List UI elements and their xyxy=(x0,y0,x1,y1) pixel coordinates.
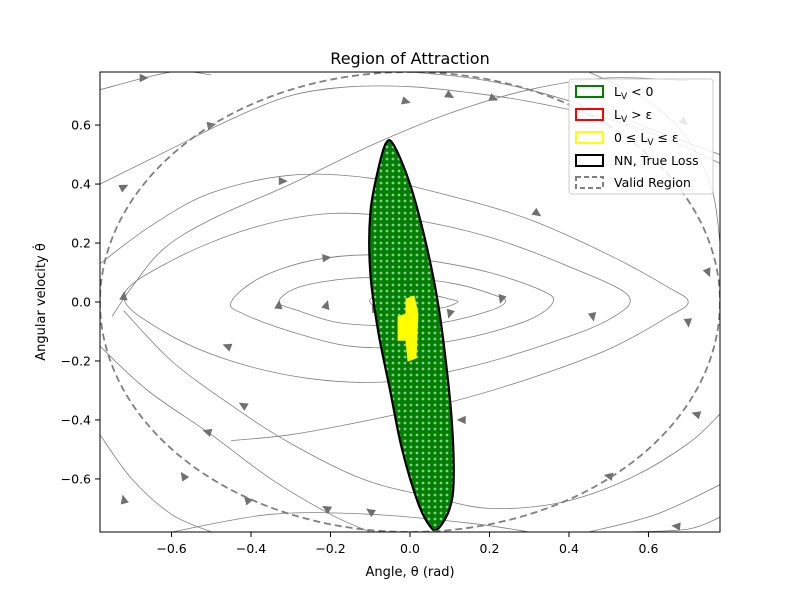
legend-box xyxy=(568,78,714,195)
x-tick-label: −0.4 xyxy=(236,541,266,556)
streamline-8 xyxy=(100,434,212,532)
y-tick-label: 0.6 xyxy=(71,118,91,133)
y-tick-label: −0.2 xyxy=(61,353,91,368)
x-axis-ticks: −0.6 −0.4 −0.2 0.0 0.2 0.4 0.6 xyxy=(156,532,658,556)
x-tick-label: 0.4 xyxy=(559,541,579,556)
y-tick-label: 0.0 xyxy=(71,295,91,310)
x-tick-label: 0.0 xyxy=(400,541,420,556)
arrowhead-12 xyxy=(498,294,507,304)
arrowhead-18 xyxy=(238,402,249,411)
arrowhead-24 xyxy=(366,508,376,518)
y-axis-ticks: −0.6 −0.4 −0.2 0.0 0.2 0.4 0.6 xyxy=(61,118,100,486)
arrowhead-21 xyxy=(120,494,129,505)
arrowhead-0 xyxy=(139,73,149,83)
streamline-6 xyxy=(278,277,507,327)
arrowhead-15 xyxy=(321,300,330,310)
plot-area xyxy=(100,72,720,532)
arrowhead-7 xyxy=(278,176,288,186)
chart-title: Region of Attraction xyxy=(330,49,489,68)
legend-swatch-valid-region xyxy=(575,176,604,189)
arrowhead-26 xyxy=(603,472,614,481)
legend: LV < 0 LV > ε 0 ≤ LV ≤ ε NN, True Loss V… xyxy=(568,78,714,195)
x-tick-label: 0.2 xyxy=(480,541,500,556)
legend-swatch-lv-negative xyxy=(575,85,604,98)
arrowhead-27 xyxy=(691,411,702,420)
arrowhead-9 xyxy=(322,254,332,263)
lv-small-region xyxy=(397,295,419,362)
arrowhead-25 xyxy=(456,415,466,425)
y-tick-label: 0.2 xyxy=(71,236,91,251)
nn-level-set-boundary xyxy=(368,139,455,532)
arrowhead-14 xyxy=(274,299,283,310)
arrowhead-20 xyxy=(180,471,190,482)
arrowhead-1 xyxy=(400,96,411,105)
y-tick-label: −0.4 xyxy=(61,412,91,427)
legend-swatch-nn-true-loss xyxy=(575,154,604,167)
arrowhead-29 xyxy=(702,267,711,278)
y-tick-label: −0.6 xyxy=(61,471,91,486)
legend-label-lv-small: 0 ≤ LV ≤ ε xyxy=(614,130,679,148)
streamline-0 xyxy=(111,77,689,317)
streamline-11 xyxy=(171,512,530,532)
streamline-4 xyxy=(123,212,631,383)
x-tick-label: 0.6 xyxy=(639,541,659,556)
arrowhead-6 xyxy=(118,184,129,193)
legend-label-valid-region: Valid Region xyxy=(614,175,691,190)
arrowhead-30 xyxy=(446,308,455,319)
arrowhead-2 xyxy=(444,89,454,99)
arrowhead-11 xyxy=(683,318,692,328)
x-tick-label: −0.6 xyxy=(156,541,186,556)
arrowhead-8 xyxy=(531,207,542,217)
legend-swatch-lv-small xyxy=(575,131,604,144)
arrowhead-3 xyxy=(488,93,499,101)
x-tick-label: −0.2 xyxy=(315,541,345,556)
arrowhead-10 xyxy=(587,311,597,322)
y-tick-label: 0.4 xyxy=(71,177,91,192)
arrowhead-17 xyxy=(222,343,233,352)
legend-swatch-lv-large xyxy=(575,108,604,121)
arrowhead-23 xyxy=(322,505,333,515)
streamline-9 xyxy=(100,345,371,532)
streamline-12 xyxy=(588,484,720,532)
y-axis-label: Angular velocity θ̇ xyxy=(33,243,49,361)
arrowhead-28 xyxy=(671,522,681,531)
arrowhead-19 xyxy=(202,428,213,437)
legend-label-nn-true-loss: NN, True Loss xyxy=(614,153,699,168)
x-axis-label: Angle, θ (rad) xyxy=(365,565,454,580)
arrowhead-13 xyxy=(119,291,128,301)
